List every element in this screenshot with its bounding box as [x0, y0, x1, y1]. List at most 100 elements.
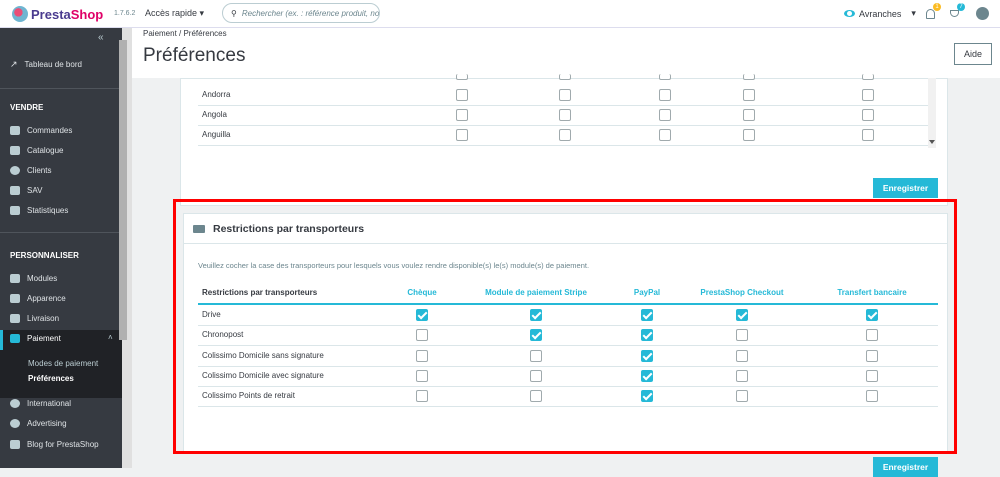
cart-icon	[10, 126, 20, 135]
carrier-checkbox[interactable]	[416, 369, 428, 382]
carrier-checkbox[interactable]	[530, 369, 542, 382]
sidebar-item-commandes[interactable]: Commandes	[10, 126, 72, 135]
sidebar-item-dashboard[interactable]: ↗ Tableau de bord	[10, 59, 82, 70]
carrier-checkbox[interactable]	[530, 349, 542, 362]
label: Advertising	[27, 419, 67, 428]
brand-b: Shop	[70, 6, 104, 22]
sidebar-item-international[interactable]: International	[10, 399, 71, 408]
carrier-checkbox[interactable]	[530, 329, 542, 342]
carrier-checkbox[interactable]	[736, 329, 748, 342]
breadcrumb-paiement[interactable]: Paiement	[143, 29, 177, 38]
column-header: PrestaShop Checkout	[700, 288, 784, 297]
country-name: Anguilla	[202, 130, 231, 139]
caret-down-icon: ▾	[199, 8, 205, 18]
collapse-icon[interactable]: «	[98, 32, 104, 43]
country-checkbox[interactable]	[659, 89, 671, 101]
carrier-checkbox[interactable]	[641, 390, 653, 403]
label: Blog for PrestaShop	[27, 440, 99, 449]
carrier-checkbox[interactable]	[641, 329, 653, 342]
shop-selector[interactable]: Avranches ▾	[844, 8, 916, 19]
sidebar-item-statistiques[interactable]: Statistiques	[10, 206, 68, 215]
carrier-checkbox[interactable]	[736, 309, 748, 321]
active-menu	[0, 330, 122, 398]
checkbox[interactable]	[862, 74, 874, 80]
country-checkbox[interactable]	[862, 109, 874, 121]
sidebar-item-advertising[interactable]: Advertising	[10, 419, 67, 428]
carrier-name: Colissimo Domicile sans signature	[202, 350, 324, 360]
truck-icon	[193, 224, 205, 233]
carrier-checkbox[interactable]	[736, 369, 748, 382]
country-name: Angola	[202, 110, 227, 119]
row-divider	[198, 385, 938, 387]
country-checkbox[interactable]	[862, 129, 874, 141]
search-input[interactable]: ⚲ Rechercher (ex. : référence produit, no…	[222, 3, 380, 23]
carrier-name: Colissimo Points de retrait	[202, 391, 295, 401]
prestashop-logo[interactable]: PrestaShop	[12, 6, 103, 22]
countries-scrollbar[interactable]	[928, 78, 936, 148]
carrier-checkbox[interactable]	[736, 349, 748, 362]
label: Catalogue	[27, 146, 64, 155]
carrier-checkbox[interactable]	[530, 309, 542, 321]
country-checkbox[interactable]	[743, 129, 755, 141]
country-checkbox[interactable]	[456, 129, 468, 141]
submenu-preferences[interactable]: Préférences	[28, 374, 74, 383]
save-button-countries[interactable]: Enregistrer	[873, 178, 938, 198]
sidebar-item-paiement[interactable]: Paiement	[10, 334, 61, 343]
row-divider	[198, 345, 938, 347]
carrier-checkbox[interactable]	[736, 390, 748, 403]
sidebar-item-modules[interactable]: Modules	[10, 274, 57, 283]
country-checkbox[interactable]	[862, 89, 874, 101]
trophy-icon[interactable]	[950, 10, 959, 17]
sidebar-item-sav[interactable]: SAV	[10, 186, 42, 195]
carrier-checkbox[interactable]	[416, 390, 428, 403]
carrier-name: Drive	[202, 310, 221, 319]
carrier-checkbox[interactable]	[866, 329, 878, 342]
carrier-checkbox[interactable]	[416, 329, 428, 342]
checkbox[interactable]	[559, 74, 571, 80]
carrier-checkbox[interactable]	[641, 309, 653, 321]
carrier-checkbox[interactable]	[866, 349, 878, 362]
sidebar-item-apparence[interactable]: Apparence	[10, 294, 66, 303]
checkbox[interactable]	[659, 74, 671, 80]
checkbox[interactable]	[743, 74, 755, 80]
country-checkbox[interactable]	[456, 89, 468, 101]
carrier-checkbox[interactable]	[866, 309, 878, 321]
country-checkbox[interactable]	[743, 109, 755, 121]
sidebar-scrollbar[interactable]	[119, 28, 132, 468]
quick-access-dropdown[interactable]: Accès rapide ▾	[145, 8, 204, 19]
carrier-name: Colissimo Domicile avec signature	[202, 370, 324, 380]
sidebar-item-blog[interactable]: Blog for PrestaShop	[10, 440, 99, 449]
brand-a: Presta	[31, 6, 71, 22]
carrier-checkbox[interactable]	[866, 369, 878, 382]
country-checkbox[interactable]	[559, 129, 571, 141]
carrier-checkbox[interactable]	[866, 390, 878, 403]
save-button-carriers[interactable]: Enregistrer	[873, 457, 938, 477]
country-checkbox[interactable]	[456, 109, 468, 121]
carrier-checkbox[interactable]	[416, 309, 428, 321]
submenu-modes-paiement[interactable]: Modes de paiement	[28, 359, 99, 368]
country-checkbox[interactable]	[743, 89, 755, 101]
sidebar-item-catalogue[interactable]: Catalogue	[10, 146, 63, 155]
carrier-checkbox[interactable]	[416, 349, 428, 362]
carrier-checkbox[interactable]	[530, 390, 542, 403]
help-button[interactable]: Aide	[954, 43, 992, 65]
user-avatar-icon[interactable]	[976, 7, 989, 20]
row-divider	[198, 365, 938, 367]
carrier-checkbox[interactable]	[641, 349, 653, 362]
country-checkbox[interactable]	[559, 89, 571, 101]
sidebar-item-livraison[interactable]: Livraison	[10, 314, 59, 323]
country-checkbox[interactable]	[659, 129, 671, 141]
row-divider	[198, 145, 928, 146]
row-divider	[198, 125, 928, 126]
country-checkbox[interactable]	[559, 109, 571, 121]
bell-icon[interactable]	[926, 9, 935, 19]
chat-icon	[10, 186, 20, 195]
top-bar: PrestaShop 1.7.6.2 Accès rapide ▾ ⚲ Reche…	[0, 0, 1000, 28]
label: Statistiques	[27, 206, 69, 215]
carrier-checkbox[interactable]	[641, 369, 653, 382]
sidebar-item-clients[interactable]: Clients	[10, 166, 51, 175]
country-checkbox[interactable]	[659, 109, 671, 121]
scroll-down-icon[interactable]	[929, 140, 935, 144]
checkbox[interactable]	[456, 74, 468, 80]
page-title: Préférences	[143, 45, 246, 66]
